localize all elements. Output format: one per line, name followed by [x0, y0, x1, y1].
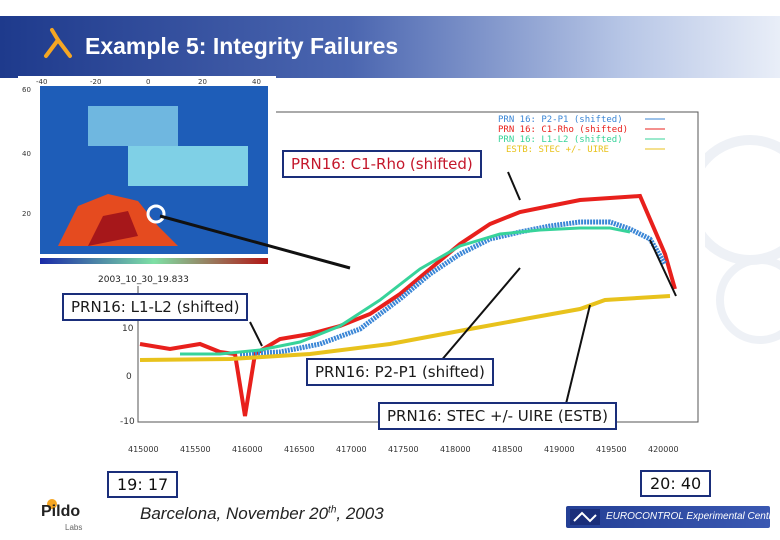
callout-c1-rho: PRN16: C1-Rho (shifted)	[282, 150, 482, 178]
legend-label: PRN 16: C1-Rho (shifted)	[498, 125, 628, 135]
lambda-logo-icon	[44, 28, 72, 58]
pildo-logo-icon	[47, 499, 57, 509]
y-tick-label: -10	[120, 417, 135, 427]
x-tick-label: 416500	[284, 445, 315, 454]
map-lat-tick: 40	[22, 150, 31, 158]
footer-location-date: Barcelona, November 20th, 2003	[140, 504, 384, 523]
plot-legend: PRN 16: P2-P1 (shifted) PRN 16: C1-Rho (…	[498, 115, 665, 155]
start-time-label: 19: 17	[107, 471, 179, 498]
map-lon-tick: 40	[252, 78, 261, 86]
eurocontrol-banner	[566, 506, 770, 528]
series-l1-l2	[180, 226, 631, 356]
x-tick-label: 420000	[648, 445, 679, 454]
x-tick-label: 419000	[544, 445, 575, 454]
map-lon-tick: -20	[90, 78, 101, 86]
map-lat-tick: 60	[22, 86, 31, 94]
pildo-logo-text: Pildo	[41, 503, 81, 520]
callout-p2-p1: PRN16: P2-P1 (shifted)	[306, 358, 494, 386]
x-tick-label: 415000	[128, 445, 159, 454]
x-tick-label: 418000	[440, 445, 471, 454]
x-tick-label: 416000	[232, 445, 263, 454]
slide-title: Example 5: Integrity Failures	[85, 33, 399, 59]
series-p2-p1	[239, 219, 668, 357]
end-time-label: 20: 40	[640, 470, 712, 497]
header-top-strip	[0, 0, 780, 16]
x-tick-label: 417000	[336, 445, 367, 454]
map-lon-tick: 0	[146, 78, 150, 86]
iono-map-inset: -40 -20 0 20 40 60 40 20 2003_10_30_19.8…	[18, 76, 276, 286]
x-axis-ticks: 415000 415500 416000 416500 417000 41750…	[128, 445, 679, 454]
y-tick-label: 0	[126, 372, 132, 382]
eurocontrol-label: EUROCONTROL Experimental Centre	[606, 511, 778, 522]
x-tick-label: 415500	[180, 445, 211, 454]
title-bar	[0, 16, 780, 78]
legend-label: ESTB: STEC +/- UIRE	[506, 145, 609, 155]
x-tick-label: 418500	[492, 445, 523, 454]
eurocontrol-logo-icon	[570, 509, 600, 525]
callout-stec: PRN16: STEC +/- UIRE (ESTB)	[378, 402, 618, 430]
map-lat-tick: 20	[22, 210, 31, 218]
x-tick-label: 419500	[596, 445, 627, 454]
y-tick-label: 10	[122, 324, 134, 334]
pildo-logo-subtext: Labs	[65, 523, 83, 532]
map-lon-tick: -40	[36, 78, 47, 86]
legend-label: PRN 16: L1-L2 (shifted)	[498, 135, 623, 145]
legend-label: PRN 16: P2-P1 (shifted)	[498, 115, 623, 125]
callout-l1-l2: PRN16: L1-L2 (shifted)	[62, 293, 249, 321]
x-tick-label: 417500	[388, 445, 419, 454]
map-lon-tick: 20	[198, 78, 207, 86]
map-caption: 2003_10_30_19.833	[98, 275, 189, 285]
series-stec	[139, 294, 671, 362]
